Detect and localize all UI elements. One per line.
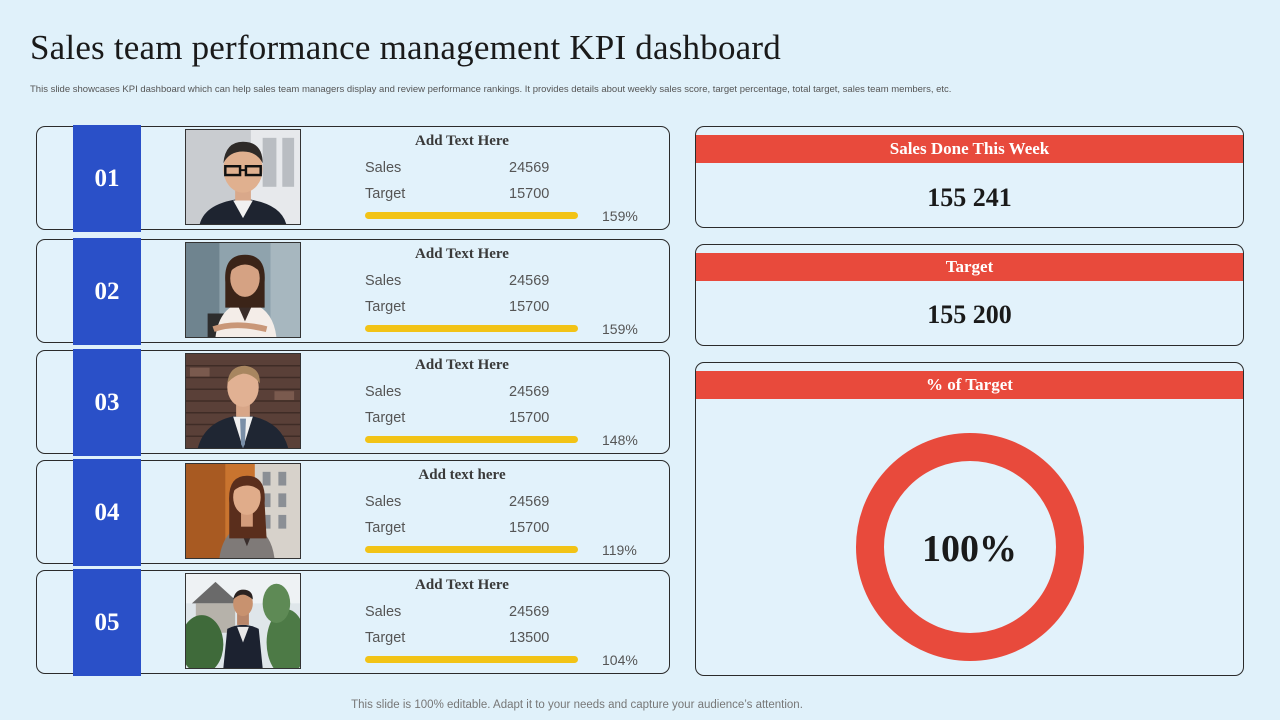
rank-badge: 02 bbox=[73, 238, 141, 345]
target-header: Target bbox=[696, 253, 1243, 281]
target-value-total: 155 200 bbox=[927, 300, 1012, 329]
target-label: Target bbox=[365, 299, 406, 315]
progress-bar-fill bbox=[365, 656, 578, 663]
progress-bar bbox=[365, 212, 578, 219]
sales-value: 24569 bbox=[509, 494, 550, 510]
target-label: Target bbox=[365, 630, 406, 646]
progress-bar-fill bbox=[365, 325, 578, 332]
sales-done-value: 155 241 bbox=[927, 183, 1012, 212]
member-heading: Add Text Here bbox=[415, 577, 509, 593]
member-photo bbox=[185, 242, 301, 338]
sales-value: 24569 bbox=[509, 604, 550, 620]
progress-bar-fill bbox=[365, 212, 578, 219]
target-label: Target bbox=[365, 520, 406, 536]
sales-label: Sales bbox=[365, 494, 402, 510]
percent-target-donut bbox=[856, 433, 1084, 661]
member-card: 05 Add Text Here Sales 24569 Target 1350… bbox=[36, 569, 670, 676]
sales-label: Sales bbox=[365, 160, 402, 176]
progress-bar bbox=[365, 325, 578, 332]
rank-badge: 01 bbox=[73, 125, 141, 232]
target-value: 15700 bbox=[509, 520, 550, 536]
target-value: 15700 bbox=[509, 410, 550, 426]
rank-badge: 05 bbox=[73, 569, 141, 676]
target-label: Target bbox=[365, 186, 406, 202]
rank-badge: 03 bbox=[73, 349, 141, 456]
target-value: 13500 bbox=[509, 630, 550, 646]
sales-label: Sales bbox=[365, 384, 402, 400]
target-value: 15700 bbox=[509, 299, 550, 315]
page-title: Sales team performance management KPI da… bbox=[30, 28, 781, 67]
progress-bar-fill bbox=[365, 436, 578, 443]
member-card: 01 Add Text Here Sales 24569 Target 1570… bbox=[36, 125, 670, 232]
member-heading: Add text here bbox=[418, 467, 506, 483]
progress-bar-fill bbox=[365, 546, 578, 553]
target-kpi-card: Target 155 200 bbox=[695, 244, 1244, 346]
rank-badge: 04 bbox=[73, 459, 141, 566]
percent-value: 159% bbox=[602, 321, 638, 337]
member-heading: Add Text Here bbox=[415, 357, 509, 373]
member-heading: Add Text Here bbox=[415, 246, 509, 262]
progress-bar bbox=[365, 656, 578, 663]
member-heading: Add Text Here bbox=[415, 133, 509, 149]
donut-progress-arc bbox=[856, 433, 1084, 661]
footer-note: This slide is 100% editable. Adapt it to… bbox=[351, 699, 803, 711]
percent-value: 159% bbox=[602, 208, 638, 224]
percent-value: 148% bbox=[602, 432, 638, 448]
member-card: 04 Add text here Sales 24569 Target 1570… bbox=[36, 459, 670, 566]
member-photo bbox=[185, 129, 301, 225]
target-value: 15700 bbox=[509, 186, 550, 202]
page-subtitle: This slide showcases KPI dashboard which… bbox=[30, 84, 952, 95]
percent-value: 119% bbox=[602, 542, 637, 558]
percent-value: 104% bbox=[602, 652, 638, 668]
member-card: 02 Add Text Here Sales 24569 Target 1570… bbox=[36, 238, 670, 345]
sales-value: 24569 bbox=[509, 160, 550, 176]
sales-value: 24569 bbox=[509, 273, 550, 289]
sales-value: 24569 bbox=[509, 384, 550, 400]
sales-label: Sales bbox=[365, 273, 402, 289]
percent-target-value: 100% bbox=[922, 528, 1017, 570]
member-photo bbox=[185, 573, 301, 669]
percent-target-header: % of Target bbox=[696, 371, 1243, 399]
percent-target-kpi-card: % of Target 100% bbox=[695, 362, 1244, 676]
progress-bar bbox=[365, 436, 578, 443]
member-card: 03 Add Text Here Sales 24569 Target 1570… bbox=[36, 349, 670, 456]
sales-label: Sales bbox=[365, 604, 402, 620]
target-label: Target bbox=[365, 410, 406, 426]
member-photo bbox=[185, 463, 301, 559]
sales-done-kpi-card: Sales Done This Week 155 241 bbox=[695, 126, 1244, 228]
sales-done-header: Sales Done This Week bbox=[696, 135, 1243, 163]
member-photo bbox=[185, 353, 301, 449]
progress-bar bbox=[365, 546, 578, 553]
